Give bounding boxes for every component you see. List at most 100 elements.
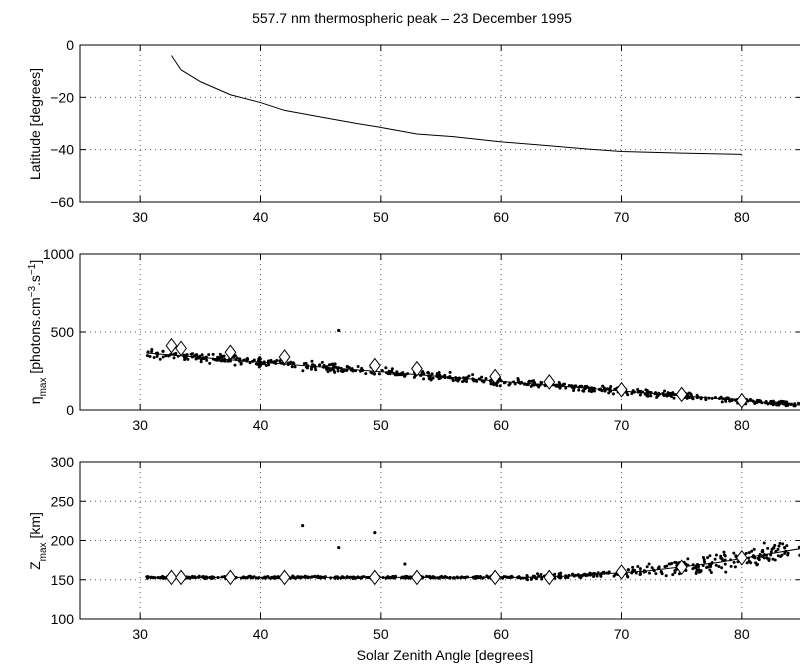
diamond-marker — [278, 349, 291, 365]
scatter-point — [636, 565, 640, 569]
peak-altitude-ylabel: Zmax [km] — [27, 512, 49, 570]
scatter-point — [211, 352, 215, 356]
scatter-point — [437, 377, 441, 381]
x-tick-label: 50 — [373, 626, 389, 642]
scatter-point — [650, 566, 654, 570]
scatter-point — [485, 574, 489, 578]
scatter-point — [670, 561, 674, 565]
scatter-point — [783, 546, 787, 550]
scatter-point — [769, 550, 773, 554]
scatter-point — [785, 544, 789, 548]
scatter-point — [706, 565, 710, 569]
scatter-point — [564, 386, 568, 390]
scatter-point — [158, 357, 162, 361]
scatter-point — [593, 389, 597, 393]
scatter-point — [384, 366, 388, 370]
scatter-point — [577, 388, 581, 392]
scatter-point — [286, 361, 290, 365]
scatter-point — [601, 384, 605, 388]
scatter-point — [724, 399, 728, 403]
diamond-marker — [175, 569, 187, 586]
scatter-point — [728, 399, 732, 403]
data-layer — [145, 523, 800, 586]
x-tick-label: 60 — [493, 626, 509, 642]
y-tick-label: 200 — [51, 533, 75, 549]
scatter-point — [403, 373, 407, 377]
scatter-point — [293, 576, 297, 580]
scatter-point — [588, 571, 592, 575]
scatter-point — [218, 355, 222, 359]
scatter-point — [233, 363, 237, 367]
scatter-point — [387, 369, 391, 373]
scatter-point — [327, 363, 331, 367]
emission-rate-panel: 30 40 50 60 70 80 0 500 1000 — [43, 246, 800, 433]
scatter-point — [571, 572, 575, 576]
plot-frame — [79, 44, 800, 203]
x-tick-label: 80 — [734, 417, 750, 433]
scatter-point — [369, 370, 373, 374]
scatter-point — [301, 369, 305, 373]
scatter-point — [145, 354, 149, 358]
scatter-point — [216, 355, 220, 359]
diamond-marker — [224, 569, 237, 586]
scatter-point — [540, 381, 544, 385]
scatter-point — [757, 555, 761, 559]
diamond-marker — [175, 340, 187, 357]
scatter-point — [200, 353, 204, 357]
scatter-point — [671, 391, 675, 395]
x-tick-label: 50 — [373, 209, 389, 225]
scatter-point — [708, 554, 712, 558]
scatter-point — [326, 370, 330, 374]
scatter-point — [318, 363, 322, 367]
scatter-point — [320, 360, 324, 364]
scatter-point — [215, 358, 219, 362]
y-tick-label: −60 — [50, 194, 74, 210]
diamond-marker — [368, 357, 381, 374]
scatter-point — [797, 545, 800, 549]
diamond-marker — [165, 569, 178, 586]
diamond-marker — [615, 381, 628, 398]
scatter-point — [264, 364, 268, 368]
scatter-point — [462, 379, 466, 383]
scatter-point — [753, 556, 757, 560]
scatter-point — [647, 562, 651, 566]
y-tick-label: 1000 — [43, 246, 74, 262]
x-tick-label: 80 — [734, 626, 750, 642]
scatter-point — [245, 357, 249, 361]
scatter-point — [223, 359, 227, 363]
diamond-marker — [675, 559, 688, 576]
scatter-point — [339, 576, 343, 580]
scatter-point — [345, 369, 349, 373]
scatter-point — [345, 364, 349, 368]
scatter-point — [647, 571, 651, 575]
scatter-point — [779, 399, 783, 403]
scatter-point — [148, 354, 152, 358]
y-tick-label: 500 — [51, 324, 75, 340]
scatter-point — [723, 562, 727, 566]
scatter-point — [451, 379, 455, 383]
scatter-point — [778, 541, 782, 545]
scatter-point — [161, 355, 165, 359]
scatter-point — [686, 557, 690, 561]
scatter-point — [607, 391, 611, 395]
scatter-point — [331, 364, 335, 368]
x-tick-label: 70 — [614, 626, 630, 642]
scatter-point — [749, 561, 753, 565]
scatter-point — [703, 560, 707, 564]
scatter-point — [776, 554, 780, 558]
x-tick-label: 50 — [373, 417, 389, 433]
scatter-point — [356, 365, 360, 369]
scatter-point — [207, 353, 211, 357]
scatter-point — [673, 571, 677, 575]
scatter-point — [305, 366, 309, 370]
scatter-point — [427, 377, 431, 381]
scatter-point — [208, 361, 212, 365]
scatter-point — [732, 560, 736, 564]
diamond-marker — [543, 374, 556, 390]
diamond-marker — [278, 569, 291, 586]
diamond-marker — [411, 569, 423, 586]
scatter-point — [341, 370, 345, 374]
scatter-point — [484, 377, 488, 381]
scatter-point — [218, 352, 222, 356]
